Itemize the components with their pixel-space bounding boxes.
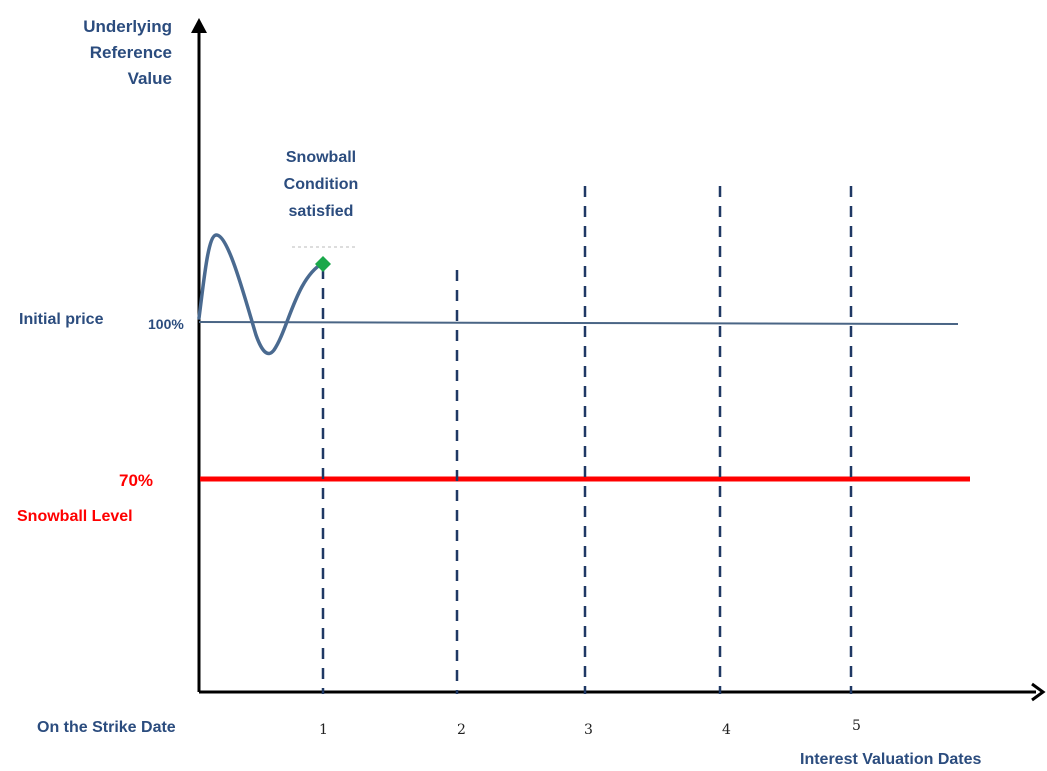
y-axis-title-line: Underlying — [83, 17, 172, 36]
condition-label-line: Condition — [283, 176, 359, 193]
initial-price-line — [198, 321, 959, 325]
x-axis-arrowhead — [1031, 682, 1046, 702]
snowball-level-value: 70% — [119, 471, 154, 490]
date-tick-1: 1 — [319, 722, 328, 738]
condition-marker — [315, 256, 331, 272]
initial-price-value: 100% — [148, 316, 184, 332]
date-tick-5: 5 — [852, 718, 861, 734]
condition-label-line: satisfied — [288, 203, 354, 220]
y-axis-arrowhead — [191, 18, 207, 33]
snowball-level-label: Snowball Level — [17, 508, 133, 525]
condition-label-line: Snowball — [285, 149, 357, 166]
y-axis-title-line: Reference — [89, 43, 172, 62]
date-tick-3: 3 — [584, 722, 593, 738]
price-path — [197, 233, 325, 356]
x-axis-title: Interest Valuation Dates — [800, 751, 982, 768]
date-tick-4: 4 — [722, 722, 731, 738]
date-tick-2: 2 — [457, 722, 466, 738]
y-axis-title: Underlying Reference Value — [56, 14, 172, 92]
initial-price-label: Initial price — [19, 311, 104, 328]
y-axis-title-line: Value — [127, 69, 172, 88]
strike-date-label: On the Strike Date — [37, 719, 176, 736]
condition-label: Snowball Condition satisfied — [266, 144, 376, 225]
